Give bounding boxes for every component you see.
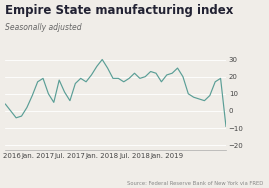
Text: Source: Federal Reserve Bank of New York via FRED: Source: Federal Reserve Bank of New York… — [127, 181, 264, 186]
Text: Empire State manufacturing index: Empire State manufacturing index — [5, 4, 234, 17]
Text: Seasonally adjusted: Seasonally adjusted — [5, 23, 82, 32]
